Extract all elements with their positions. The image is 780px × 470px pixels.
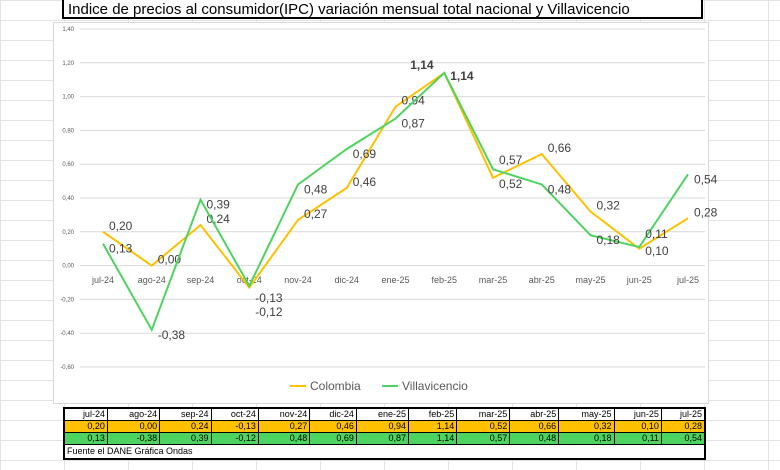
data-label: 0,46 bbox=[353, 175, 377, 189]
villavicencio-cell: 0,11 bbox=[613, 432, 662, 445]
x-tick-label: dic-24 bbox=[334, 275, 359, 285]
y-tick-label: 1,20 bbox=[62, 61, 74, 67]
y-tick-label: 1,40 bbox=[62, 27, 74, 33]
header-cell: oct-24 bbox=[210, 407, 259, 421]
y-tick-label: -0,40 bbox=[60, 331, 74, 337]
villavicencio-cell: 0,87 bbox=[355, 432, 410, 445]
header-cell: sep-24 bbox=[159, 407, 212, 421]
y-tick-label: 0,60 bbox=[62, 162, 74, 168]
colombia-cell: 0,24 bbox=[159, 420, 212, 433]
villavicencio-cell: 0,57 bbox=[456, 432, 511, 445]
colombia-cell: 0,10 bbox=[613, 420, 662, 433]
header-cell: dic-24 bbox=[309, 407, 357, 421]
table-row-colombia: 0,20 0,00 0,24 -0,13 0,27 0,46 0,94 1,14 0,52 0,6… bbox=[63, 420, 706, 433]
villavicencio-cell: 0,13 bbox=[63, 432, 108, 445]
line-chart: 1,40 1,20 1,00 0,80 0,60 0,40 0,20 0,00 -0,20 -0,… bbox=[60, 27, 718, 393]
data-label: -0,38 bbox=[158, 328, 186, 342]
villavicencio-cell: 0,54 bbox=[660, 432, 706, 445]
colombia-cell: 0,66 bbox=[509, 420, 560, 433]
y-tick-label: 0,80 bbox=[62, 128, 74, 134]
legend-label: Colombia bbox=[310, 379, 361, 393]
colombia-cell: -0,13 bbox=[210, 420, 259, 433]
data-label: 0,00 bbox=[158, 253, 182, 267]
x-tick-label: abr-25 bbox=[529, 275, 555, 285]
x-tick-label: oct-24 bbox=[237, 275, 262, 285]
data-label: -0,12 bbox=[255, 305, 283, 319]
data-label: 0,27 bbox=[304, 207, 328, 221]
data-label: 0,32 bbox=[597, 199, 621, 213]
data-label: 0,54 bbox=[694, 172, 718, 186]
data-label: -0,13 bbox=[255, 291, 283, 305]
x-tick-label: jun-25 bbox=[626, 275, 652, 285]
data-label: 0,11 bbox=[645, 227, 668, 241]
data-label: 1,14 bbox=[450, 69, 474, 83]
source-note: Fuente el DANE Gráfica Ondas bbox=[63, 444, 706, 460]
data-label: 0,57 bbox=[499, 153, 523, 167]
villavicencio-cell: 0,69 bbox=[309, 432, 357, 445]
header-cell: mar-25 bbox=[456, 407, 511, 421]
chart-title: Indice de precios al consumidor(IPC) var… bbox=[62, 0, 703, 19]
data-label: 0,28 bbox=[694, 205, 718, 219]
x-tick-label: jul-24 bbox=[91, 275, 114, 285]
header-cell: jul-24 bbox=[63, 407, 108, 421]
colombia-cell: 0,94 bbox=[355, 420, 410, 433]
header-cell: abr-25 bbox=[509, 407, 560, 421]
x-tick-label: feb-25 bbox=[431, 275, 457, 285]
villavicencio-cell: 0,48 bbox=[509, 432, 560, 445]
villavicencio-cell: 0,39 bbox=[159, 432, 212, 445]
legend-label: Villavicencio bbox=[402, 379, 468, 393]
colombia-cell: 0,32 bbox=[558, 420, 615, 433]
data-label: 0,87 bbox=[402, 117, 426, 131]
y-tick-label: 0,40 bbox=[62, 196, 74, 202]
x-tick-label: may-25 bbox=[575, 275, 605, 285]
x-tick-label: mar-25 bbox=[479, 275, 508, 285]
colombia-cell: 0,00 bbox=[106, 420, 161, 433]
data-label: 0,10 bbox=[645, 244, 669, 258]
data-label: 0,48 bbox=[304, 182, 328, 196]
data-label: 0,20 bbox=[109, 219, 133, 233]
villavicencio-cell: -0,38 bbox=[106, 432, 161, 445]
x-tick-label: ene-25 bbox=[381, 275, 409, 285]
villavicencio-cell: -0,12 bbox=[210, 432, 259, 445]
villavicencio-cell: 1,14 bbox=[408, 432, 458, 445]
header-cell: jun-25 bbox=[613, 407, 662, 421]
table-header-row: jul-24 ago-24 sep-24 oct-24 nov-24 dic-24 ene-… bbox=[63, 407, 706, 421]
data-label: 0,24 bbox=[207, 212, 231, 226]
y-tick-label: 0,20 bbox=[62, 230, 74, 236]
header-cell: nov-24 bbox=[257, 407, 311, 421]
data-label: 0,13 bbox=[109, 242, 133, 256]
x-tick-label: nov-24 bbox=[284, 275, 312, 285]
x-tick-label: sep-24 bbox=[187, 275, 215, 285]
y-tick-label: 1,00 bbox=[62, 95, 74, 101]
header-cell: may-25 bbox=[558, 407, 615, 421]
colombia-cell: 0,20 bbox=[63, 420, 108, 433]
villavicencio-cell: 0,18 bbox=[558, 432, 615, 445]
data-label: 0,18 bbox=[597, 233, 621, 247]
data-label: 0,39 bbox=[207, 198, 231, 212]
data-table: jul-24 ago-24 sep-24 oct-24 nov-24 dic-24 ene-… bbox=[63, 407, 706, 460]
table-row-villavicencio: 0,13 -0,38 0,39 -0,12 0,48 0,69 0,87 1,14 0,57 0,… bbox=[63, 432, 706, 445]
colombia-cell: 1,14 bbox=[408, 420, 458, 433]
header-cell: ene-25 bbox=[355, 407, 410, 421]
data-label: 0,48 bbox=[548, 182, 572, 196]
y-tick-label: -0,20 bbox=[60, 297, 74, 303]
data-label: 0,66 bbox=[548, 141, 572, 155]
y-tick-label: -0,60 bbox=[60, 365, 74, 371]
colombia-cell: 0,52 bbox=[456, 420, 511, 433]
chart-area[interactable] bbox=[53, 22, 709, 404]
header-cell: ago-24 bbox=[106, 407, 161, 421]
colombia-cell: 0,28 bbox=[660, 420, 706, 433]
data-label: 0,52 bbox=[499, 177, 523, 191]
header-cell: feb-25 bbox=[408, 407, 458, 421]
data-label: 1,14 bbox=[410, 58, 434, 72]
x-tick-label: jul-25 bbox=[676, 275, 699, 285]
colombia-cell: 0,46 bbox=[309, 420, 357, 433]
colombia-cell: 0,27 bbox=[257, 420, 311, 433]
series-line-colombia bbox=[102, 71, 689, 290]
header-cell: jul-25 bbox=[660, 407, 706, 421]
villavicencio-cell: 0,48 bbox=[257, 432, 311, 445]
x-tick-label: ago-24 bbox=[138, 275, 166, 285]
data-label: 0,69 bbox=[353, 147, 377, 161]
y-tick-label: 0,00 bbox=[62, 264, 74, 270]
